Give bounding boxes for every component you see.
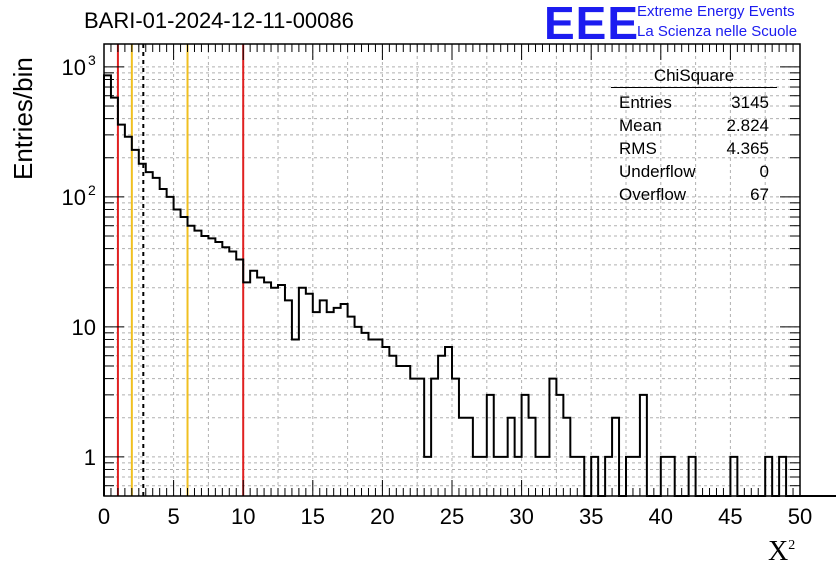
x-tick-label: 15 [301,504,325,529]
stats-label: RMS [619,139,657,158]
x-tick-label: 20 [370,504,394,529]
stats-row-underflow: Underflow 0 [611,160,777,183]
chart-title: BARI-01-2024-12-11-00086 [84,8,354,33]
stats-value: 67 [750,185,769,204]
x-tick-label: 45 [718,504,742,529]
x-tick-label: 0 [98,504,110,529]
stats-value: 3145 [731,93,769,112]
stats-label: Underflow [619,162,696,181]
x-axis-label-sup: 2 [788,538,796,553]
stats-title: ChiSquare [611,66,777,88]
logo-line-1: Extreme Energy Events [637,3,795,20]
y-tick-label: 10 [62,185,86,210]
x-tick-label: 5 [167,504,179,529]
stats-row-overflow: Overflow 67 [611,183,777,206]
stats-row-mean: Mean 2.824 [611,114,777,137]
y-tick-label: 10 [62,55,86,80]
x-tick-label: 35 [579,504,603,529]
y-tick-label: 1 [84,445,96,470]
x-axis-label-base: X [768,536,789,567]
stats-row-entries: Entries 3145 [611,91,777,114]
stats-value: 4.365 [726,139,769,158]
y-tick-label: 10 [72,315,96,340]
y-axis-label: Entries/bin [8,57,38,180]
logo-line-2: La Scienza nelle Scuole [637,23,798,40]
stats-value: 2.824 [726,116,769,135]
eee-logo: EEE [544,0,640,49]
stats-label: Mean [619,116,662,135]
x-axis-label: X2 [768,536,795,568]
stats-label: Entries [619,93,672,112]
stats-label: Overflow [619,185,687,204]
x-tick-label: 10 [231,504,255,529]
x-tick-label: 50 [788,504,812,529]
x-tick-label: 40 [649,504,673,529]
plot-area [104,44,800,496]
y-tick-label-exponent: 3 [88,52,96,68]
x-tick-label: 30 [509,504,533,529]
y-tick-label-exponent: 2 [88,182,96,198]
histogram-series [103,74,836,497]
stats-row-rms: RMS 4.365 [611,137,777,160]
stats-box: ChiSquare Entries 3145 Mean 2.824 RMS 4.365… [611,66,777,206]
x-tick-label: 25 [440,504,464,529]
stats-value: 0 [759,162,769,181]
